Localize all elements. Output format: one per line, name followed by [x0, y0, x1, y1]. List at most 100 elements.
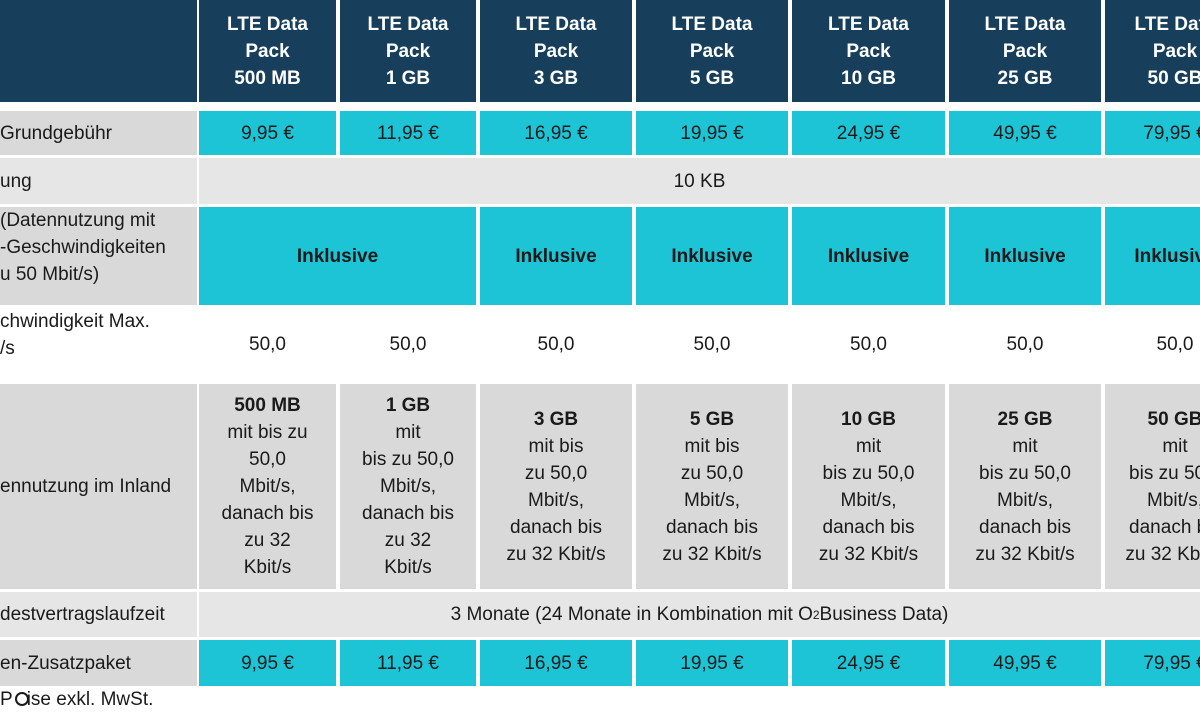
usage-text: danach bis [979, 516, 1071, 538]
usage-text: danach bis [822, 516, 915, 538]
usage-line: danach bis [823, 514, 915, 541]
column-header: LTE Data Pack 25 GB [949, 0, 1101, 102]
usage-line: bis zu 50,0 [823, 460, 915, 487]
speed-cell: 50,0 [199, 308, 336, 381]
usage-line: Mbit/s, [841, 487, 897, 514]
usage-text: bis zu 50,0 [822, 462, 915, 484]
column-header-line: Pack [533, 40, 579, 62]
usage-text: Mbit/s, [239, 476, 296, 497]
usage-line: Mbit/s, [528, 487, 584, 514]
usage-line: Mbit/s, [380, 473, 436, 500]
row-label-usage: ennutzung im Inland [0, 384, 197, 589]
usage-line: Kbit/s [244, 554, 292, 581]
usage-volume: 1 GB [385, 395, 431, 416]
row-label-line: (Datennutzung mit [0, 210, 156, 231]
column-header-line: LTE Data [227, 13, 308, 35]
usage-line: 50 GB mit [1148, 406, 1200, 460]
usage-text: mit bis [684, 435, 740, 457]
usage-line: Mbit/s, [240, 473, 296, 500]
usage-text: zu 32 [244, 530, 291, 551]
addon-cell: 11,95 € [340, 640, 476, 686]
usage-text: zu 32 Kbit/s [975, 543, 1075, 565]
speed-cell: 50,0 [949, 308, 1101, 381]
usage-text: mit bis [528, 435, 584, 457]
usage-text: bis zu 50,0 [1129, 462, 1200, 484]
usage-cell: 25 GB mit bis zu 50,0 Mbit/s, danach bis zu … [949, 384, 1101, 589]
usage-text: mit bis zu [227, 422, 308, 443]
fee-cell: 11,95 € [340, 111, 476, 155]
usage-text: zu 32 Kbit/s [662, 543, 762, 565]
usage-text: bis zu 50,0 [362, 449, 454, 470]
usage-text: zu 32 Kbit/s [1125, 543, 1200, 565]
usage-text: zu 50,0 [524, 462, 588, 484]
row-label-line: u 50 Mbit/s) [0, 264, 100, 285]
speed-cell: 50,0 [792, 308, 945, 381]
lte-cell: Inklusive [480, 207, 632, 305]
usage-cell: 3 GB mit bis zu 50,0 Mbit/s, danach bis zu 3… [480, 384, 632, 589]
usage-line: danach bis [1129, 514, 1200, 541]
usage-text: Mbit/s, [528, 489, 584, 511]
usage-line: danach bis [362, 500, 454, 527]
column-header: LTE Data Pack 10 GB [792, 0, 945, 102]
column-header-line: Pack [689, 40, 735, 62]
addon-cell: 79,95 € [1105, 640, 1200, 686]
addon-cell: 16,95 € [480, 640, 632, 686]
fee-cell: 49,95 € [949, 111, 1101, 155]
usage-text: mit [855, 435, 882, 457]
row-label-fee: Grundgebühr [0, 111, 197, 155]
column-header-line: Pack [1002, 40, 1048, 62]
usage-text: Mbit/s, [840, 489, 897, 511]
usage-line: 50,0 [249, 446, 286, 473]
usage-cell: 5 GB mit bis zu 50,0 Mbit/s, danach bis zu 3… [636, 384, 788, 589]
lte-cell: Inklusive [199, 207, 476, 305]
column-header-line: LTE Data [671, 13, 753, 35]
usage-text: danach bis [362, 503, 454, 524]
column-header-line: 1 GB [385, 67, 431, 89]
usage-line: bis zu 50,0 [1129, 460, 1200, 487]
column-header-line: LTE Data [367, 13, 449, 35]
usage-line: mit bis zu [227, 419, 307, 446]
addon-cell: 49,95 € [949, 640, 1101, 686]
usage-text: danach bis [510, 516, 602, 538]
column-header-line: LTE Data [515, 13, 597, 35]
usage-volume: 50 GB [1147, 408, 1200, 430]
column-header-line: 50 GB [1147, 67, 1200, 89]
usage-line: zu 32 [244, 527, 290, 554]
row-label-lte: (Datennutzung mit -Geschwindigkeiten u 50 … [0, 207, 197, 305]
column-header-line: 5 GB [689, 67, 735, 89]
usage-volume: 10 GB [841, 408, 896, 430]
usage-cell: 500 MB mit bis zu 50,0 Mbit/s, danach bis zu … [199, 384, 336, 589]
row-label-line: -Geschwindigkeiten [0, 237, 166, 258]
usage-volume: 3 GB [533, 408, 579, 430]
fee-cell: 19,95 € [636, 111, 788, 155]
usage-line: 10 GB mit [841, 406, 896, 460]
usage-text: mit [395, 422, 421, 443]
column-header-line: 500 MB [234, 67, 301, 89]
row-label-term: destvertragslaufzeit [0, 592, 197, 637]
usage-line: 3 GB mit bis [529, 406, 584, 460]
lte-cell: Inklusive [636, 207, 788, 305]
row-label-billing: ung [0, 158, 197, 204]
usage-text: Kbit/s [384, 557, 432, 578]
usage-line: Mbit/s, [997, 487, 1053, 514]
column-header-line: 3 GB [533, 67, 579, 89]
addon-cell: 19,95 € [636, 640, 788, 686]
column-header-line: LTE Data [984, 13, 1066, 35]
column-header-line: Pack [1152, 40, 1198, 62]
fee-cell: 79,95 € [1105, 111, 1200, 155]
fee-cell: 16,95 € [480, 111, 632, 155]
usage-text: 50,0 [249, 449, 286, 470]
column-header-line: Pack [245, 40, 290, 62]
speed-cell: 50,0 [1105, 308, 1200, 381]
usage-line: zu 32 Kbit/s [662, 541, 761, 568]
usage-text: Mbit/s, [997, 489, 1053, 511]
usage-text: Mbit/s, [380, 476, 436, 497]
usage-line: zu 32 Kbit/s [975, 541, 1074, 568]
addon-cell: 24,95 € [792, 640, 945, 686]
usage-line: danach bis [666, 514, 758, 541]
speed-cell: 50,0 [340, 308, 476, 381]
column-header-line: LTE Data [1134, 13, 1200, 35]
fee-cell: 24,95 € [792, 111, 945, 155]
speed-cell: 50,0 [636, 308, 788, 381]
